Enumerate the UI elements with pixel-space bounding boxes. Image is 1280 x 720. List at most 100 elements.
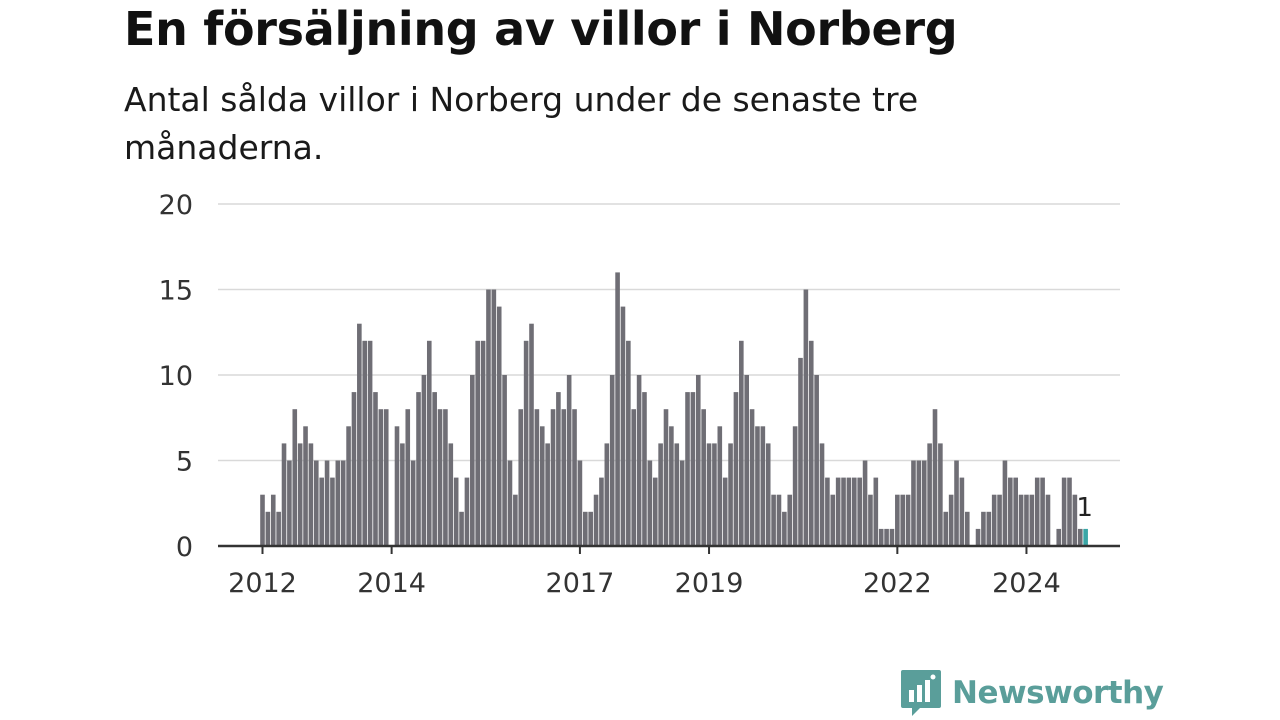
bar-71 bbox=[642, 392, 647, 546]
bar-73 bbox=[652, 477, 658, 546]
bar-77 bbox=[674, 443, 680, 546]
bar-16 bbox=[346, 426, 351, 546]
bar-123 bbox=[921, 460, 927, 546]
bar-120 bbox=[905, 494, 911, 546]
bar-98 bbox=[787, 494, 793, 546]
bar-58 bbox=[572, 409, 577, 546]
bar-85 bbox=[717, 426, 723, 546]
newsworthy-logo: Newsworthy bbox=[900, 668, 1164, 718]
bar-122 bbox=[916, 460, 922, 546]
bar-40 bbox=[475, 340, 480, 546]
bar-2 bbox=[270, 494, 276, 546]
bar-48 bbox=[518, 409, 524, 546]
bar-119 bbox=[900, 494, 906, 546]
bar-105 bbox=[825, 477, 830, 546]
y-tick-label-5: 5 bbox=[176, 447, 193, 478]
bar-129 bbox=[954, 460, 959, 546]
bar-33 bbox=[437, 409, 443, 546]
bar-25 bbox=[394, 426, 400, 546]
bar-17 bbox=[351, 392, 357, 546]
bar-20 bbox=[367, 340, 373, 546]
bar-chart: 0 5 10 15 20 2012 2014 2017 2019 2022 2024 1 bbox=[159, 190, 1120, 599]
bar-55 bbox=[556, 392, 561, 546]
bar-79 bbox=[685, 392, 690, 546]
bar-49 bbox=[523, 340, 529, 546]
bar-19 bbox=[362, 340, 368, 546]
annotations: 1 bbox=[1076, 493, 1093, 523]
bar-149 bbox=[1061, 477, 1067, 546]
bar-64 bbox=[604, 443, 610, 546]
bar-0 bbox=[260, 494, 265, 546]
bar-76 bbox=[669, 426, 674, 546]
bar-93 bbox=[760, 426, 766, 546]
bar-121 bbox=[911, 460, 916, 546]
bar-53 bbox=[545, 443, 550, 546]
y-tick-label-15: 15 bbox=[159, 276, 193, 307]
bar-15 bbox=[340, 460, 346, 546]
bar-110 bbox=[852, 477, 857, 546]
bar-10 bbox=[314, 460, 319, 546]
bar-63 bbox=[599, 477, 604, 546]
bar-31 bbox=[426, 340, 432, 546]
x-tick-label-2017: 2017 bbox=[546, 568, 615, 599]
bar-30 bbox=[421, 375, 427, 546]
bar-125 bbox=[932, 409, 938, 546]
bar-124 bbox=[927, 443, 932, 546]
bar-114 bbox=[873, 477, 879, 546]
x-tick-label-2024: 2024 bbox=[992, 568, 1061, 599]
bar-65 bbox=[609, 375, 615, 546]
bar-107 bbox=[835, 477, 841, 546]
bar-22 bbox=[378, 409, 384, 546]
bar-28 bbox=[410, 460, 416, 546]
bar-78 bbox=[679, 460, 685, 546]
bar-152 bbox=[1077, 528, 1083, 546]
bar-94 bbox=[765, 443, 771, 546]
bar-89 bbox=[739, 340, 744, 546]
bars bbox=[260, 272, 1088, 546]
bar-115 bbox=[878, 528, 884, 546]
bar-46 bbox=[507, 460, 513, 546]
bar-80 bbox=[690, 392, 696, 546]
bar-4 bbox=[281, 443, 287, 546]
bar-97 bbox=[782, 511, 787, 546]
bar-112 bbox=[862, 460, 868, 546]
bar-69 bbox=[631, 409, 637, 546]
bar-18 bbox=[357, 323, 362, 546]
bar-108 bbox=[841, 477, 846, 546]
chart-subtitle: Antal sålda villor i Norberg under de se… bbox=[124, 80, 919, 167]
bar-34 bbox=[443, 409, 448, 546]
bar-143 bbox=[1029, 494, 1035, 546]
bar-95 bbox=[771, 494, 776, 546]
bar-86 bbox=[722, 477, 728, 546]
bar-68 bbox=[626, 340, 631, 546]
bar-101 bbox=[803, 289, 809, 546]
bar-113 bbox=[868, 494, 873, 546]
bar-104 bbox=[819, 443, 825, 546]
bar-92 bbox=[755, 426, 760, 546]
bar-60 bbox=[583, 511, 588, 546]
bar-109 bbox=[846, 477, 852, 546]
bar-118 bbox=[895, 494, 900, 546]
bar-57 bbox=[566, 375, 572, 546]
bar-116 bbox=[884, 528, 889, 546]
bar-61 bbox=[588, 511, 593, 546]
bar-47 bbox=[513, 494, 518, 546]
bar-103 bbox=[814, 375, 819, 546]
bar-102 bbox=[808, 340, 814, 546]
bar-151 bbox=[1072, 494, 1078, 546]
bar-130 bbox=[959, 477, 965, 546]
bar-117 bbox=[889, 528, 895, 546]
bar-127 bbox=[943, 511, 949, 546]
bar-27 bbox=[405, 409, 411, 546]
bar-72 bbox=[647, 460, 653, 546]
bar-88 bbox=[733, 392, 739, 546]
bar-5 bbox=[287, 460, 292, 546]
x-tick-label-2014: 2014 bbox=[357, 568, 426, 599]
bar-141 bbox=[1018, 494, 1024, 546]
newsworthy-logo-icon bbox=[901, 670, 941, 716]
bar-81 bbox=[695, 375, 701, 546]
x-tick-label-2022: 2022 bbox=[863, 568, 932, 599]
bar-62 bbox=[593, 494, 599, 546]
bar-1 bbox=[265, 511, 271, 546]
bar-66 bbox=[615, 272, 620, 546]
